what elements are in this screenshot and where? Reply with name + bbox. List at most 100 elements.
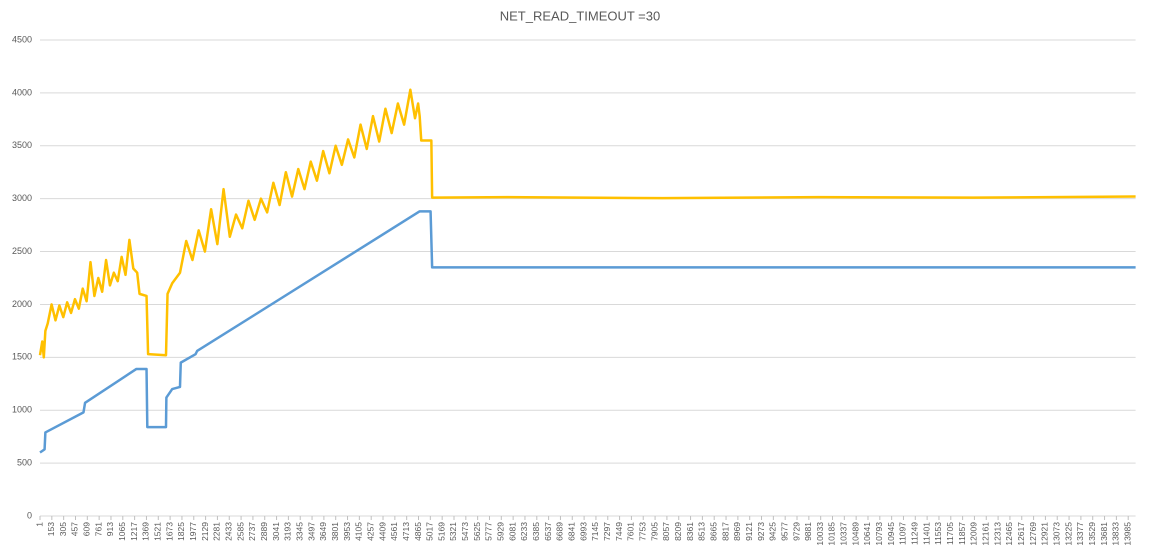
x-tick-label: 2737 xyxy=(247,522,257,541)
x-tick-label: 13529 xyxy=(1087,522,1097,546)
x-tick-label: 3801 xyxy=(330,522,340,541)
x-tick-label: 4105 xyxy=(354,522,364,541)
x-tick-label: 8969 xyxy=(732,522,742,541)
x-tick-label: 6841 xyxy=(567,522,577,541)
x-tick-label: 1369 xyxy=(141,522,151,541)
x-tick-label: 10033 xyxy=(815,522,825,546)
x-tick-label: 609 xyxy=(82,522,92,536)
x-tick-label: 7449 xyxy=(614,522,624,541)
x-tick-label: 4561 xyxy=(389,522,399,541)
x-tick-label: 11857 xyxy=(957,522,967,545)
y-tick-label: 1500 xyxy=(12,352,32,362)
x-tick-label: 2129 xyxy=(200,522,210,541)
x-tick-label: 5929 xyxy=(496,522,506,541)
x-tick-label: 9273 xyxy=(756,522,766,541)
x-tick-label: 457 xyxy=(70,522,80,536)
x-tick-label: 12617 xyxy=(1016,522,1026,546)
x-tick-label: 13225 xyxy=(1063,522,1073,546)
x-tick-label: 1673 xyxy=(164,522,174,541)
x-tick-label: 1 xyxy=(34,522,44,527)
x-tick-label: 5473 xyxy=(460,522,470,541)
x-tick-label: 3649 xyxy=(318,522,328,541)
y-tick-label: 3500 xyxy=(12,140,32,150)
x-tick-label: 13985 xyxy=(1122,522,1132,546)
x-tick-label: 10489 xyxy=(850,522,860,546)
x-tick-label: 8513 xyxy=(697,522,707,541)
x-tick-label: 2281 xyxy=(212,522,222,541)
x-tick-label: 5017 xyxy=(425,522,435,541)
x-tick-label: 7905 xyxy=(649,522,659,541)
x-tick-label: 2889 xyxy=(259,522,269,541)
x-tick-label: 8361 xyxy=(685,522,695,541)
x-tick-label: 11249 xyxy=(910,522,920,545)
x-tick-label: 4409 xyxy=(377,522,387,541)
x-tick-label: 4713 xyxy=(401,522,411,541)
y-tick-label: 2000 xyxy=(12,299,32,309)
x-tick-label: 11705 xyxy=(945,522,955,545)
x-tick-label: 3953 xyxy=(342,522,352,541)
y-tick-label: 3000 xyxy=(12,193,32,203)
x-tick-label: 1977 xyxy=(188,522,198,541)
x-tick-label: 8209 xyxy=(673,522,683,541)
x-tick-label: 10945 xyxy=(886,522,896,546)
x-tick-label: 761 xyxy=(93,522,103,536)
x-tick-label: 1825 xyxy=(176,522,186,541)
x-tick-label: 8665 xyxy=(708,522,718,541)
x-tick-label: 11401 xyxy=(921,522,931,545)
x-tick-label: 5625 xyxy=(472,522,482,541)
x-tick-label: 9729 xyxy=(791,522,801,541)
chart-title: NET_READ_TIMEOUT =30 xyxy=(500,8,661,23)
x-tick-label: 3497 xyxy=(306,522,316,541)
x-tick-label: 10185 xyxy=(827,522,837,546)
x-tick-label: 7145 xyxy=(590,522,600,541)
series-line xyxy=(39,210,1136,454)
x-tick-label: 2433 xyxy=(224,522,234,541)
x-tick-label: 12465 xyxy=(1004,522,1014,546)
x-tick-label: 5321 xyxy=(448,522,458,541)
x-tick-label: 11553 xyxy=(933,522,943,545)
y-tick-label: 4000 xyxy=(12,87,32,97)
series-line xyxy=(38,88,1136,359)
x-tick-label: 6385 xyxy=(531,522,541,541)
x-tick-label: 9121 xyxy=(744,522,754,541)
x-tick-label: 1065 xyxy=(117,522,127,541)
x-tick-label: 153 xyxy=(46,522,56,536)
x-tick-label: 6689 xyxy=(555,522,565,541)
x-tick-label: 4865 xyxy=(413,522,423,541)
y-tick-label: 4500 xyxy=(12,34,32,44)
x-tick-label: 7601 xyxy=(626,522,636,541)
x-tick-label: 12921 xyxy=(1040,522,1050,546)
y-tick-label: 0 xyxy=(27,510,32,520)
x-tick-label: 12009 xyxy=(969,522,979,546)
y-tick-label: 500 xyxy=(17,457,32,467)
x-tick-label: 10337 xyxy=(839,522,849,546)
x-tick-label: 1521 xyxy=(153,522,163,541)
x-tick-label: 9425 xyxy=(768,522,778,541)
x-tick-label: 6537 xyxy=(543,522,553,541)
y-tick-label: 2500 xyxy=(12,246,32,256)
x-tick-label: 6993 xyxy=(578,522,588,541)
x-tick-label: 13377 xyxy=(1075,522,1085,546)
x-tick-label: 10793 xyxy=(874,522,884,546)
x-tick-label: 13073 xyxy=(1051,522,1061,546)
x-tick-label: 2585 xyxy=(235,522,245,541)
x-tick-label: 913 xyxy=(105,522,115,536)
x-tick-label: 7753 xyxy=(637,522,647,541)
x-tick-label: 9577 xyxy=(779,522,789,541)
x-tick-label: 5777 xyxy=(484,522,494,541)
x-tick-label: 3041 xyxy=(271,522,281,541)
x-tick-label: 12161 xyxy=(981,522,991,546)
x-tick-label: 305 xyxy=(58,522,68,536)
x-tick-label: 4257 xyxy=(365,522,375,541)
x-tick-label: 13833 xyxy=(1111,522,1121,546)
x-tick-label: 8057 xyxy=(661,522,671,541)
x-tick-label: 5169 xyxy=(436,522,446,541)
x-tick-label: 6081 xyxy=(507,522,517,541)
x-tick-label: 3345 xyxy=(294,522,304,541)
x-tick-label: 6233 xyxy=(519,522,529,541)
y-tick-label: 1000 xyxy=(12,405,32,415)
x-tick-label: 1217 xyxy=(129,522,139,541)
x-tick-label: 11097 xyxy=(898,522,908,545)
